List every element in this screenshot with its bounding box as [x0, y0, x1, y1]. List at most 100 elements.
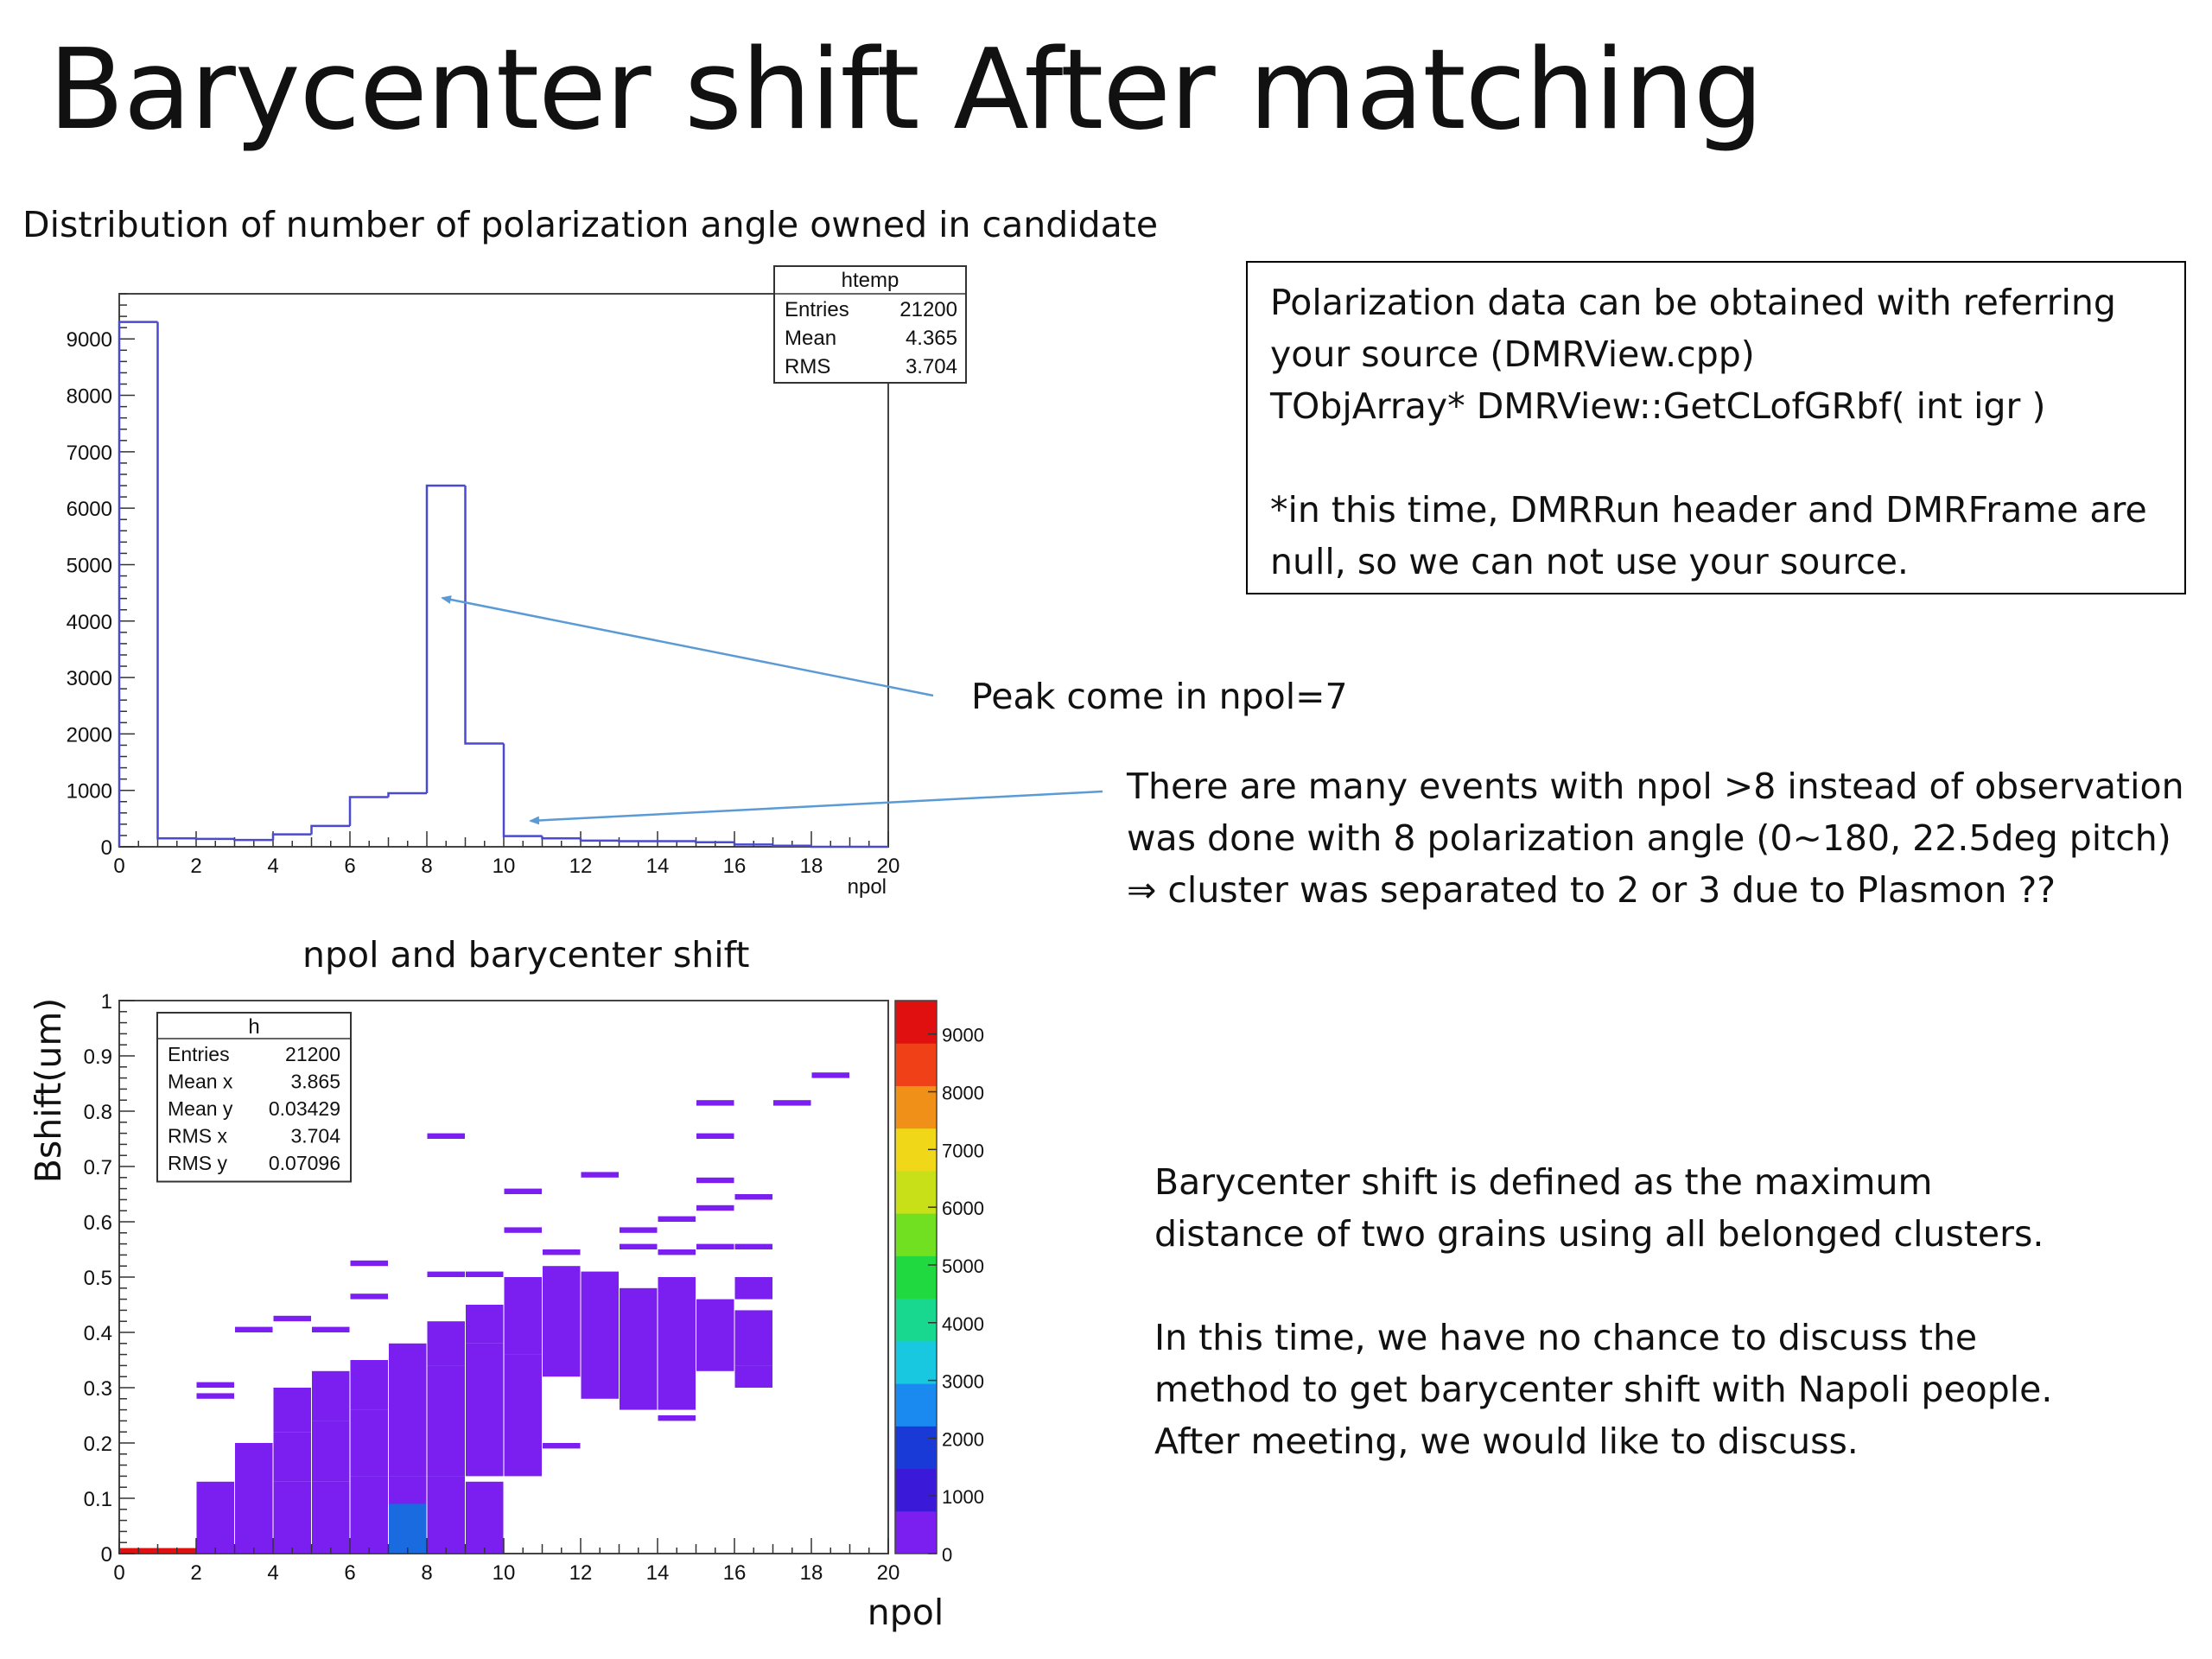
note-line: was done with 8 polarization angle (0~18…	[1127, 817, 2171, 859]
hist-xtick-label: 4	[267, 855, 278, 878]
heatmap-cell	[312, 1326, 350, 1332]
heatmap-cell	[389, 1388, 427, 1477]
colorbar-label: 3000	[942, 1371, 984, 1393]
hist-bin	[271, 833, 312, 841]
hist-xtick-label: 6	[344, 855, 355, 878]
hist-ytick-label: 1000	[67, 780, 112, 804]
page-title: Barycenter shift After matching	[48, 26, 1764, 155]
colorbar-frame	[894, 1000, 938, 1554]
heatmap-ytick-label: 0.5	[84, 1267, 112, 1290]
hist-xtick-label: 2	[190, 855, 201, 878]
heatmap-xtick-label: 2	[190, 1561, 201, 1585]
heatmap-cell	[734, 1243, 772, 1249]
hist-bin	[425, 484, 466, 793]
heatmap-xtick-label: 18	[800, 1561, 823, 1585]
colorbar-segment	[895, 1085, 937, 1129]
histogram-caption: Distribution of number of polarization a…	[22, 204, 1159, 245]
hist-stats-box	[773, 265, 967, 384]
heatmap-cell	[350, 1260, 388, 1267]
heatmap-cell	[312, 1370, 350, 1421]
heatmap-cell	[504, 1277, 542, 1355]
hist-bin	[618, 840, 658, 842]
heatmap-cell	[273, 1498, 311, 1554]
heatmap-cell	[466, 1305, 504, 1344]
colorbar-segment	[895, 1255, 937, 1300]
hist-xtick-label: 10	[493, 855, 516, 878]
heatmap-cell	[196, 1481, 234, 1498]
many-events-arrow	[529, 790, 1103, 825]
colorbar-segment	[895, 1043, 937, 1086]
colorbar-label: 4000	[942, 1313, 984, 1335]
info-line: null, so we can not use your source.	[1270, 541, 1909, 582]
heatmap-cell	[696, 1133, 734, 1139]
heatmap-cell	[312, 1421, 350, 1482]
heatmap-stats-key: Mean x	[168, 1071, 233, 1093]
heatmap-cell	[235, 1498, 273, 1554]
heatmap-ytick-label: 0	[101, 1543, 112, 1567]
heatmap-cell	[620, 1227, 658, 1233]
heatmap-cell	[350, 1476, 388, 1504]
heatmap-cell	[235, 1443, 273, 1488]
hist-stats-key: Mean	[785, 327, 836, 350]
heatmap-cell	[504, 1227, 542, 1233]
hist-bin	[733, 842, 773, 846]
heatmap-cell	[312, 1481, 350, 1504]
colorbar-segment	[895, 1340, 937, 1384]
note-line: method to get barycenter shift with Napo…	[1154, 1369, 2053, 1410]
heatmap-xtick-label: 14	[646, 1561, 670, 1585]
heatmap-cell	[620, 1287, 658, 1410]
heatmap-cell	[196, 1393, 234, 1399]
note-line: distance of two grains using all belonge…	[1154, 1213, 2044, 1255]
heatmap-cell	[581, 1277, 619, 1399]
heatmap-stats-value: 0.07096	[269, 1152, 340, 1174]
heatmap-cell	[427, 1498, 465, 1554]
barycenter-note: Barycenter shift is defined as the maxim…	[1154, 1156, 2052, 1467]
heatmap-cell	[581, 1271, 619, 1277]
hist-bin	[502, 743, 543, 837]
heatmap-cell	[734, 1321, 772, 1344]
heatmap-cell	[350, 1498, 388, 1554]
note-line: ⇒ cluster was separated to 2 or 3 due to…	[1127, 869, 2056, 911]
heatmap-cell	[734, 1365, 772, 1388]
heatmap-cell	[658, 1249, 696, 1255]
heatmap-cell	[389, 1476, 427, 1504]
colorbar-segment	[895, 1001, 937, 1044]
heatmap-cell	[273, 1432, 311, 1482]
heatmap-ytick-label: 0.3	[84, 1377, 112, 1401]
hist-ytick-label: 4000	[67, 611, 112, 634]
colorbar-label: 8000	[942, 1083, 984, 1104]
colorbar-label: 5000	[942, 1255, 984, 1277]
heatmap-cell	[273, 1388, 311, 1433]
hist-ytick-label: 9000	[67, 328, 112, 352]
heatmap-cell	[196, 1498, 234, 1554]
heatmap-ytick-label: 0.4	[84, 1322, 112, 1345]
heatmap-ytick-label: 0.9	[84, 1046, 112, 1069]
heatmap-xtick-label: 8	[421, 1561, 432, 1585]
hist-bin	[541, 836, 581, 840]
hist-bin	[156, 321, 196, 840]
heatmap-cell	[696, 1205, 734, 1211]
heatmap-cell	[466, 1271, 504, 1277]
heatmap-cell	[466, 1481, 504, 1510]
heatmap-cell	[696, 1100, 734, 1106]
hist-bin	[464, 486, 504, 745]
heatmap-cell	[312, 1498, 350, 1554]
heatmap-cell	[389, 1343, 427, 1388]
hist-ytick-label: 7000	[67, 442, 112, 465]
note-line: Barycenter shift is defined as the maxim…	[1154, 1161, 1933, 1203]
heatmap-cell	[658, 1415, 696, 1421]
note-line: In this time, we have no chance to discu…	[1154, 1317, 1978, 1358]
hist-ytick-label: 8000	[67, 385, 112, 409]
heatmap-xlabel: npol	[868, 1592, 944, 1633]
colorbar-label: 9000	[942, 1025, 984, 1046]
heatmap-cell	[658, 1216, 696, 1222]
heatmap-xtick-label: 10	[493, 1561, 516, 1585]
info-line: TObjArray* DMRView::GetCLofGRbf( int igr…	[1270, 385, 2046, 427]
hist-bin	[233, 838, 273, 842]
hist-stats-key: RMS	[785, 355, 830, 378]
hist-bin	[579, 838, 620, 842]
hist-stats-key: Entries	[785, 298, 849, 321]
info-box: Polarization data can be obtained with r…	[1246, 261, 2186, 594]
heatmap-cell	[466, 1343, 504, 1477]
heatmap-ytick-label: 0.7	[84, 1156, 112, 1179]
